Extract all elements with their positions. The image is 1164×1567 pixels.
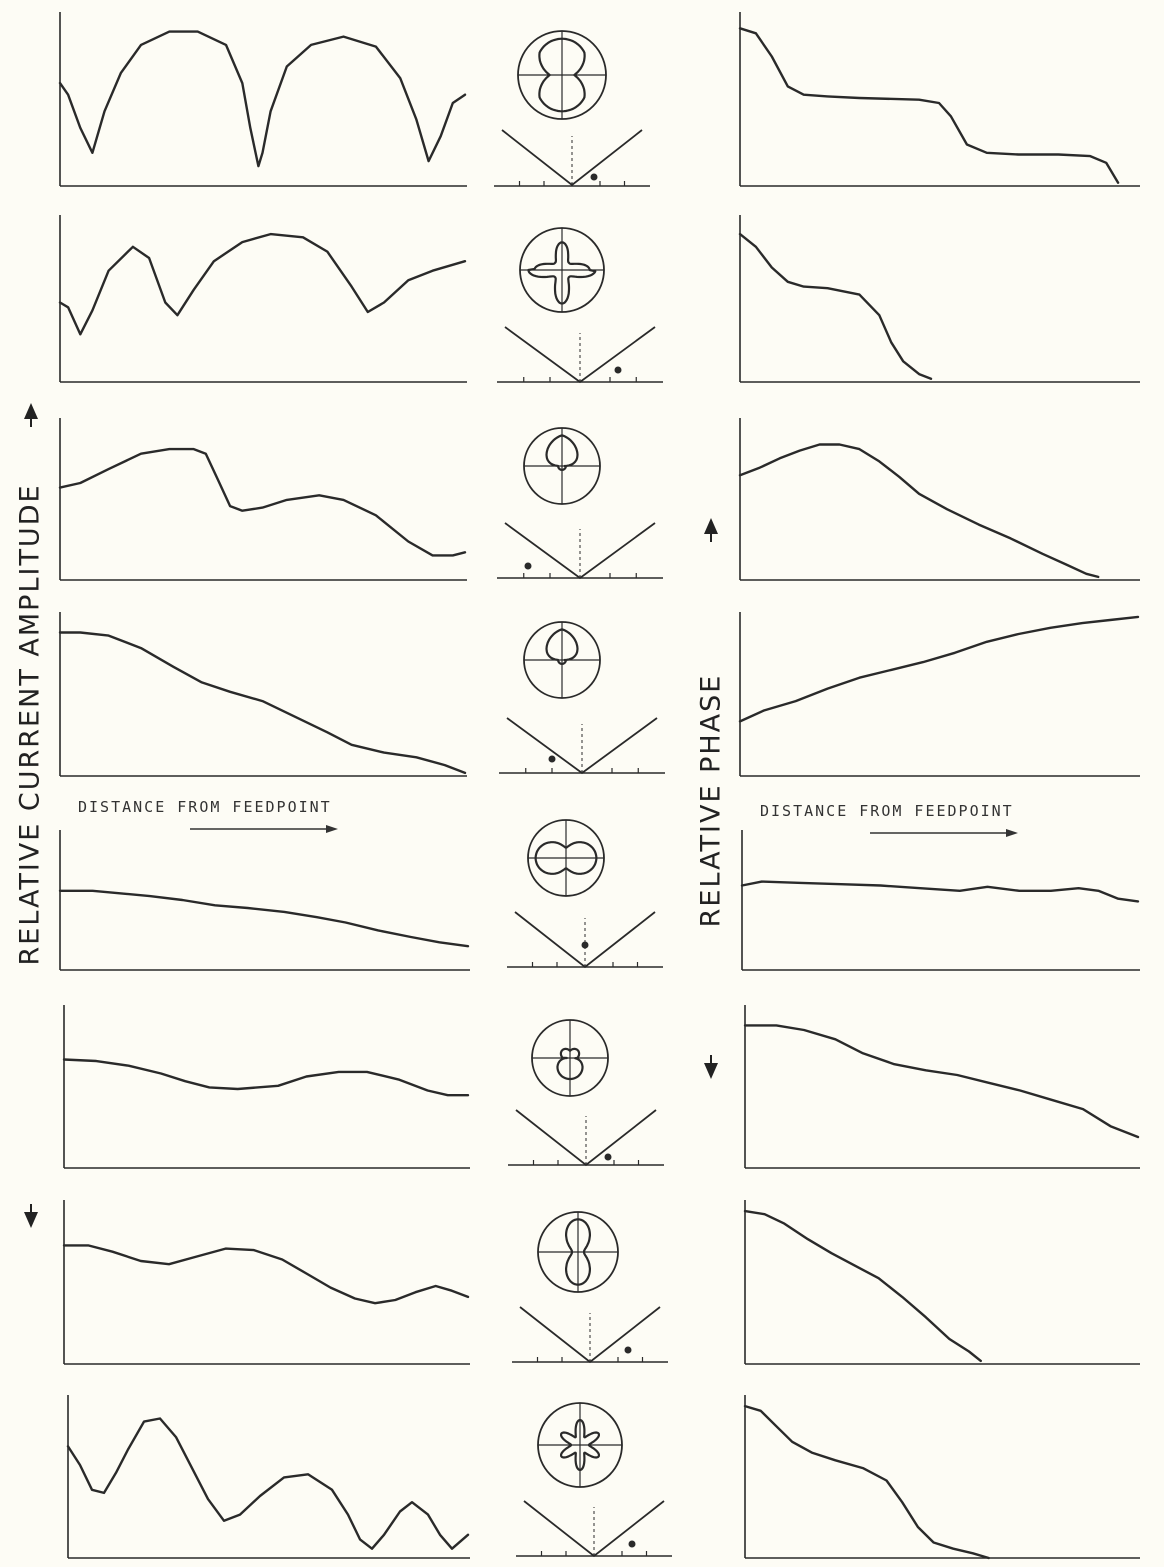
- amplitude-panels: [58, 12, 470, 1559]
- amplitude-panel-4: [58, 612, 467, 777]
- phase-axis-label: RELATIVE PHASE: [695, 673, 727, 928]
- phase-series-6: [743, 1024, 1140, 1139]
- pattern-lobe: [565, 1218, 591, 1286]
- pattern-panels: [494, 30, 672, 1558]
- phase-series-2: [738, 232, 933, 380]
- amplitude-arrow-down: [21, 1204, 41, 1228]
- pattern-panel-8: [516, 1402, 672, 1558]
- phase-panel-7: [743, 1200, 1140, 1365]
- phase-panel-6: [743, 1005, 1140, 1169]
- pattern-lobe: [560, 1418, 600, 1472]
- feed-dot: [624, 1346, 632, 1354]
- phase-series-4: [738, 615, 1140, 723]
- pattern-panel-2: [497, 227, 663, 384]
- phase-arrow-down: [701, 1055, 721, 1079]
- phase-arrow-up: [701, 518, 721, 542]
- distance-label-left: DISTANCE FROM FEEDPOINT: [78, 798, 332, 816]
- pattern-lobe: [527, 241, 597, 305]
- amplitude-panel-7: [62, 1200, 470, 1365]
- phase-panel-3: [738, 418, 1140, 581]
- phase-panel-1: [738, 12, 1140, 187]
- pattern-panel-5: [507, 819, 663, 969]
- pattern-lobe: [538, 37, 586, 113]
- amplitude-panel-6: [62, 1005, 470, 1169]
- phase-series-8: [743, 1404, 990, 1560]
- amplitude-series-6: [62, 1058, 470, 1097]
- feed-dot: [614, 366, 622, 374]
- distance-arrow-left: [190, 820, 340, 833]
- pattern-panel-7: [512, 1211, 668, 1364]
- phase-panel-4: [738, 612, 1140, 777]
- pattern-lobe: [545, 628, 579, 665]
- feed-dot: [604, 1153, 612, 1161]
- amplitude-series-3: [58, 447, 467, 557]
- pattern-lobe: [556, 1047, 584, 1081]
- amplitude-panel-3: [58, 418, 467, 581]
- phase-panel-5: [740, 830, 1140, 971]
- amplitude-series-8: [66, 1417, 470, 1550]
- pattern-lobe: [534, 841, 598, 875]
- feed-dot: [628, 1540, 636, 1548]
- pattern-panel-3: [497, 427, 663, 580]
- amplitude-axis-label: RELATIVE CURRENT AMPLITUDE: [14, 483, 46, 966]
- pattern-panel-4: [499, 621, 665, 775]
- amplitude-series-5: [58, 889, 470, 948]
- amplitude-series-2: [58, 232, 467, 336]
- feed-dot: [590, 173, 598, 181]
- phase-panel-8: [743, 1395, 1140, 1560]
- phase-panels: [738, 12, 1140, 1560]
- phase-series-7: [743, 1209, 982, 1363]
- phase-panel-2: [738, 215, 1140, 383]
- phase-series-1: [738, 27, 1120, 184]
- distance-label-right: DISTANCE FROM FEEDPOINT: [760, 802, 1014, 820]
- amplitude-panel-5: [58, 830, 470, 971]
- amplitude-series-7: [62, 1244, 470, 1305]
- pattern-panel-6: [508, 1019, 664, 1167]
- phase-series-3: [738, 443, 1100, 579]
- amplitude-panel-1: [58, 12, 467, 187]
- amplitude-arrow-up: [21, 403, 41, 427]
- amplitude-panel-8: [66, 1395, 470, 1559]
- pattern-panel-1: [494, 30, 650, 187]
- amplitude-panel-2: [58, 215, 467, 383]
- feed-dot: [581, 941, 589, 949]
- pattern-lobe: [545, 434, 579, 471]
- amplitude-series-4: [58, 631, 467, 775]
- feed-dot: [524, 562, 532, 570]
- phase-series-5: [740, 880, 1140, 903]
- distance-arrow-right: [870, 824, 1020, 837]
- feed-dot: [548, 755, 556, 763]
- amplitude-series-1: [58, 30, 467, 168]
